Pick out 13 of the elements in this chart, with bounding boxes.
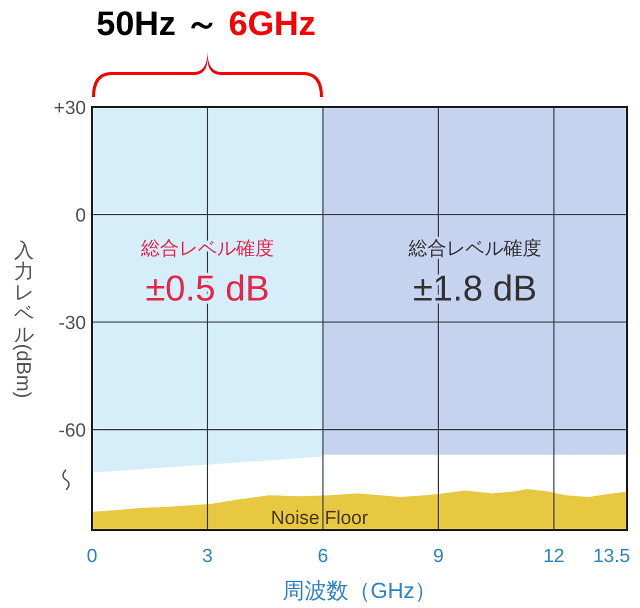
chart-title: 50Hz ～ 6GHz — [96, 5, 316, 43]
x-axis-title: 周波数（GHz） — [282, 578, 436, 603]
y-tick-label: +30 — [54, 98, 86, 119]
text: 入力レベル (dBm) — [12, 240, 34, 398]
x-tick-label: 13.5 — [593, 546, 630, 567]
y-tick-label: 0 — [75, 206, 86, 227]
x-tick-label: 12 — [543, 546, 564, 567]
x-tick-label: 3 — [202, 546, 213, 567]
x-tick-label: 6 — [318, 546, 328, 567]
y-tick-label: -30 — [58, 313, 86, 334]
x-tick-label: 9 — [433, 546, 444, 567]
series-label: Noise Floor — [270, 508, 369, 529]
y-tick-label: -60 — [58, 420, 86, 442]
